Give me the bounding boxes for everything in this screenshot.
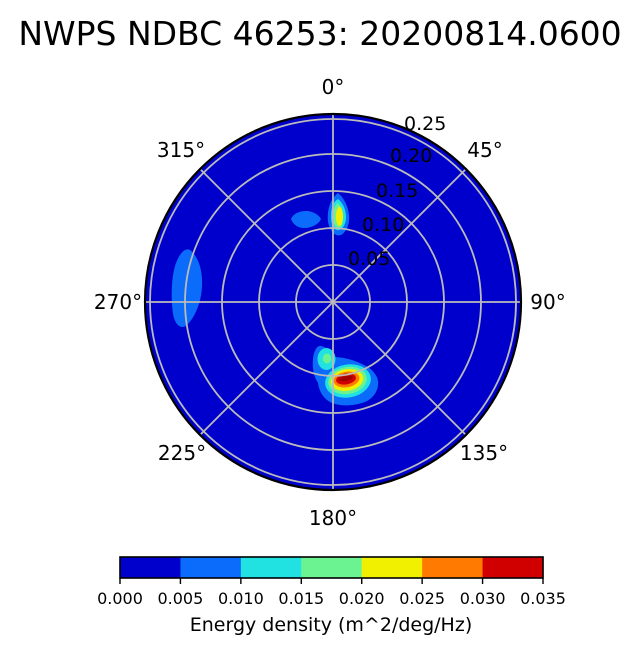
colorbar-segment-6 — [482, 557, 544, 578]
angle-label-45: 45° — [467, 138, 502, 162]
polar-grid — [146, 115, 520, 489]
radius-label-0.10: 0.10 — [362, 214, 404, 236]
angle-label-225: 225° — [158, 441, 206, 465]
radius-label-0.20: 0.20 — [390, 145, 432, 167]
angle-label-180: 180° — [309, 506, 357, 530]
colorbar-tick-0.000: 0.000 — [97, 589, 143, 608]
angle-tick-labels: 0° 45° 90° 135° 180° 225° 270° 315° — [94, 75, 566, 530]
colorbar-tick-0.015: 0.015 — [278, 589, 324, 608]
colorbar-axis-label: Energy density (m^2/deg/Hz) — [190, 614, 472, 636]
colorbar-segment-0 — [120, 557, 182, 578]
colorbar-ticks — [119, 578, 544, 584]
radius-label-0.15: 0.15 — [376, 180, 418, 202]
angle-label-90: 90° — [530, 290, 565, 314]
north-secondary-patch-contour-0.005 — [291, 211, 321, 228]
angle-label-0: 0° — [322, 75, 345, 99]
grid-spoke-45-225 — [200, 169, 466, 435]
colorbar-tick-labels: 0.000 0.005 0.010 0.015 0.020 0.025 0.03… — [97, 589, 566, 608]
angle-label-135: 135° — [460, 441, 508, 465]
colorbar-tick-0.005: 0.005 — [157, 589, 203, 608]
colorbar-segment-1 — [180, 557, 242, 578]
chart-title: NWPS NDBC 46253: 20200814.0600 — [18, 14, 621, 53]
colorbar-segment-2 — [240, 557, 302, 578]
colorbar-segment-4 — [361, 557, 423, 578]
colorbar-tick-0.020: 0.020 — [339, 589, 385, 608]
polar-plot-outline — [143, 112, 523, 492]
colorbar-border — [119, 556, 544, 579]
south-peak-tail-contour-0.015 — [322, 353, 332, 364]
colorbar-segment-3 — [301, 557, 363, 578]
west-band-contour-0.005 — [171, 249, 203, 327]
radius-label-0.25: 0.25 — [404, 113, 446, 135]
colorbar-segment-5 — [422, 557, 484, 578]
radius-label-0.05: 0.05 — [348, 248, 390, 270]
colorbar-tick-0.010: 0.010 — [218, 589, 264, 608]
angle-label-270: 270° — [94, 290, 142, 314]
colorbar-tick-0.025: 0.025 — [399, 589, 445, 608]
radius-tick-labels: 0.05 0.10 0.15 0.20 0.25 — [348, 113, 446, 270]
colorbar-tick-0.035: 0.035 — [520, 589, 566, 608]
north-peak-contour-0.020 — [335, 207, 344, 226]
south-peak-contour-over-0.035 — [338, 375, 354, 382]
colorbar-tick-0.030: 0.030 — [460, 589, 506, 608]
colorbar-segments — [120, 557, 544, 578]
angle-label-315: 315° — [157, 138, 205, 162]
